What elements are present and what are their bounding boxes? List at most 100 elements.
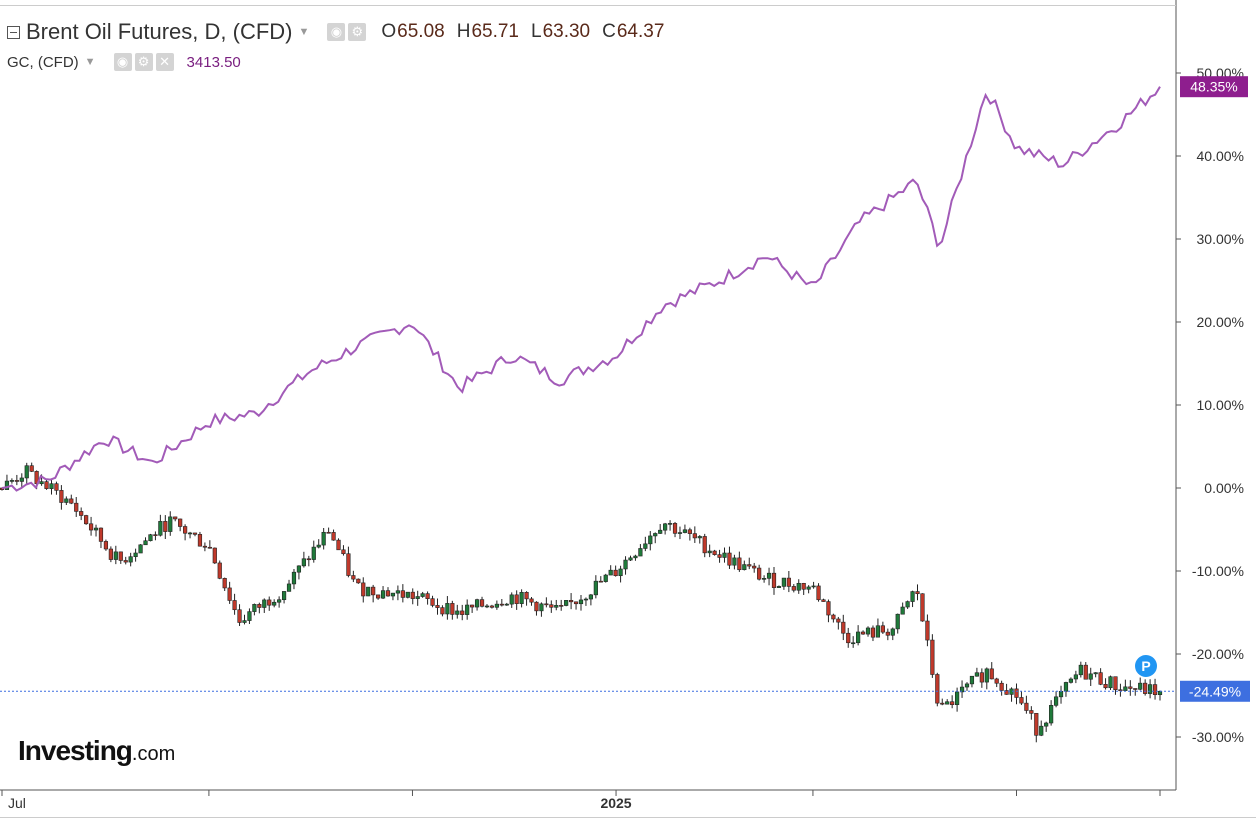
oil-candle [519,592,524,604]
oil-candle [727,552,732,566]
oil-candle [178,518,183,527]
oil-candle [84,515,89,525]
oil-candle [806,586,811,590]
y-tick-label: 30.00% [1197,231,1244,247]
oil-candle [1004,690,1009,695]
oil-candle [870,627,876,638]
oil-candle [445,603,450,615]
oil-candle [633,555,638,559]
oil-candle [994,678,999,684]
oil-candle [311,546,316,560]
oil-candle [108,548,113,560]
oil-candle [1024,702,1029,711]
oil-candle [999,682,1004,691]
y-tick-label: -20.00% [1192,646,1244,662]
oil-candle [1118,689,1123,692]
oil-candle [885,631,890,636]
open-value: O65.08 [381,21,445,42]
pin-p-icon[interactable]: P [1135,655,1157,677]
oil-candle [118,551,123,561]
oil-candle [450,603,455,615]
oil-candle [138,544,143,554]
oil-candle [400,590,405,598]
oil-candle [776,586,782,588]
oil-candle [390,592,396,597]
oil-candle [1143,682,1148,694]
oil-candle [361,582,366,597]
oil-candle [682,529,688,533]
secondary-series-title[interactable]: GC, (CFD) [7,53,79,71]
oil-candle [959,686,965,693]
oil-candle [796,582,801,591]
oil-candle [281,591,287,601]
oil-candle [440,607,445,615]
oil-candle [900,606,905,615]
dropdown-caret-icon[interactable]: ▼ [84,56,96,68]
collapse-icon[interactable] [7,25,20,39]
main-series-title[interactable]: Brent Oil Futures, D, (CFD) [26,19,293,44]
oil-candle [979,672,984,683]
oil-candle [935,674,940,704]
oil-candle [1058,690,1064,698]
oil-candle [257,604,262,608]
oil-candle [98,527,104,542]
oil-candle [826,601,831,616]
oil-candle [128,556,133,563]
oil-candle [915,591,920,595]
close-icon[interactable]: ✕ [155,53,174,71]
oil-candle [920,593,925,622]
oil-candle [79,511,84,516]
oil-candle [786,577,791,587]
oil-candle [747,564,752,567]
oil-candle [732,557,737,566]
oil-candle [940,702,945,705]
oil-candle [14,480,19,482]
oil-candle [1053,696,1059,706]
oil-candle [380,590,386,599]
oil-candle [242,620,247,623]
oil-candle [955,691,960,705]
oil-candle [49,483,54,489]
oil-candle [653,533,658,537]
oil-candle [1034,713,1039,736]
oil-candle [791,586,796,591]
close-value: C64.37 [602,21,665,42]
oil-candle [930,639,935,675]
oil-candle [860,631,866,635]
oil-candle [227,587,232,601]
oil-candle [163,521,168,532]
oil-candle [593,580,598,596]
settings-icon[interactable]: ⚙ [348,23,367,41]
oil-candle [549,604,554,608]
oil-candle [890,628,895,636]
oil-candle [539,603,544,612]
oil-candle [1133,688,1138,690]
oil-candle [217,562,222,579]
oil-candle [484,605,490,608]
low-value: L63.30 [530,21,591,42]
visibility-icon[interactable]: ◉ [113,53,132,71]
settings-icon[interactable]: ⚙ [134,53,153,71]
dropdown-caret-icon[interactable]: ▼ [298,26,310,38]
oil-candle [504,603,509,606]
oil-candle [697,536,702,539]
oil-candle [351,575,356,580]
oil-candle [133,552,138,558]
oil-candle [628,557,633,561]
y-tick-label: 10.00% [1197,397,1244,413]
visibility-icon[interactable]: ◉ [327,23,346,41]
oil-candle [385,590,391,597]
oil-candle [489,605,495,608]
oil-candle [113,551,118,560]
oil-candle [598,580,603,583]
oil-candle [336,539,341,551]
oil-candle [316,544,321,548]
oil-candle [321,531,326,546]
oil-candle [722,552,727,558]
oil-candle [613,569,618,577]
oil-candle [841,621,846,634]
secondary-series-value: 3413.50 [186,53,241,71]
oil-candle [222,578,227,589]
oil-candle [232,600,237,611]
